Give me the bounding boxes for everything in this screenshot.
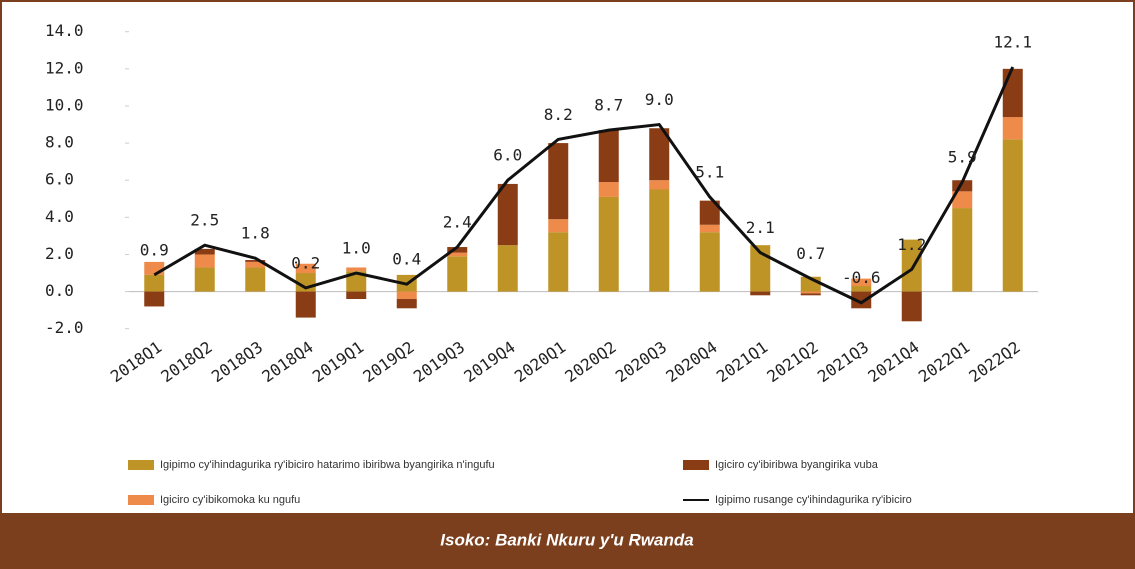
legend-label: Igiciro cy'ibikomoka ku ngufu xyxy=(160,494,300,506)
footer-band xyxy=(1,513,1134,568)
y-tick-label: 6.0 xyxy=(45,170,74,189)
bar xyxy=(194,248,215,255)
bar xyxy=(598,196,619,292)
y-tick-label: 2.0 xyxy=(45,244,74,263)
data-label: -0.6 xyxy=(842,268,881,287)
bar xyxy=(396,291,417,300)
data-label: 8.2 xyxy=(544,105,573,124)
bar xyxy=(952,191,973,209)
bar xyxy=(548,143,569,220)
bar xyxy=(548,219,569,233)
bar xyxy=(245,267,266,292)
bar xyxy=(901,239,922,292)
bar xyxy=(346,267,367,272)
bar xyxy=(800,291,821,294)
data-label: 0.7 xyxy=(796,244,825,263)
bar xyxy=(396,299,417,309)
data-label: 2.1 xyxy=(746,218,775,237)
data-label: 8.7 xyxy=(594,96,623,115)
y-tick-label: 4.0 xyxy=(45,207,74,226)
bar xyxy=(497,183,518,246)
bar xyxy=(851,278,872,287)
data-label: 6.0 xyxy=(493,146,522,165)
bar xyxy=(901,291,922,322)
legend-label: Igipimo rusange cy'ihindagurika ry'ibici… xyxy=(715,494,912,506)
y-tick-label: 0.0 xyxy=(45,281,74,300)
data-label: 1.8 xyxy=(241,224,270,243)
bar xyxy=(245,261,266,268)
bar xyxy=(699,224,720,233)
legend-swatch xyxy=(128,460,154,470)
bar xyxy=(144,274,165,292)
bar xyxy=(194,267,215,292)
bar xyxy=(245,260,266,262)
bar xyxy=(295,263,316,274)
bar xyxy=(851,291,872,309)
bar xyxy=(144,261,165,275)
data-label: 0.4 xyxy=(392,250,421,269)
bar xyxy=(447,252,468,257)
bar xyxy=(194,254,215,268)
bar xyxy=(346,271,367,292)
y-tick-label: 12.0 xyxy=(45,58,84,77)
line xyxy=(153,66,1015,305)
legend-label: Igiciro cy'ibiribwa byangirika vuba xyxy=(715,459,879,471)
y-tick-label: 8.0 xyxy=(45,133,74,152)
bar xyxy=(1002,139,1023,292)
y-tick-label: 14.0 xyxy=(45,21,84,40)
y-tick-label: 10.0 xyxy=(45,95,84,114)
data-label: 1.2 xyxy=(897,235,926,254)
bar xyxy=(598,182,619,197)
bar xyxy=(649,189,670,292)
data-label: 2.5 xyxy=(190,211,219,230)
bar xyxy=(952,180,973,192)
y-tick-label: -2.0 xyxy=(45,318,84,337)
bar xyxy=(346,291,367,300)
data-label: 12.1 xyxy=(993,32,1032,51)
data-label: 2.4 xyxy=(443,213,472,232)
bar xyxy=(952,208,973,292)
data-label: 5.1 xyxy=(695,162,724,181)
legend-swatch xyxy=(683,460,709,470)
legend-label: Igipimo cy'ihindagurika ry'ibiciro hatar… xyxy=(160,459,495,471)
bar xyxy=(649,180,670,190)
bar xyxy=(800,293,821,296)
legend-swatch xyxy=(128,495,154,505)
bar xyxy=(598,130,619,183)
bar xyxy=(548,232,569,292)
bar xyxy=(295,291,316,318)
bar xyxy=(851,286,872,292)
bar xyxy=(447,256,468,292)
bar xyxy=(649,128,670,181)
bar xyxy=(699,232,720,292)
data-label: 0.2 xyxy=(291,253,320,272)
bar xyxy=(699,200,720,225)
bar xyxy=(497,245,518,292)
bar xyxy=(144,291,165,307)
data-label: 0.9 xyxy=(140,240,169,259)
bar xyxy=(750,291,771,296)
bar xyxy=(1002,68,1023,118)
bar xyxy=(1002,117,1023,140)
data-label: 5.9 xyxy=(948,148,977,167)
data-label: 1.0 xyxy=(342,239,371,258)
footer-text: Isoko: Banki Nkuru y'u Rwanda xyxy=(440,530,693,549)
bar xyxy=(447,247,468,253)
data-label: 9.0 xyxy=(645,90,674,109)
